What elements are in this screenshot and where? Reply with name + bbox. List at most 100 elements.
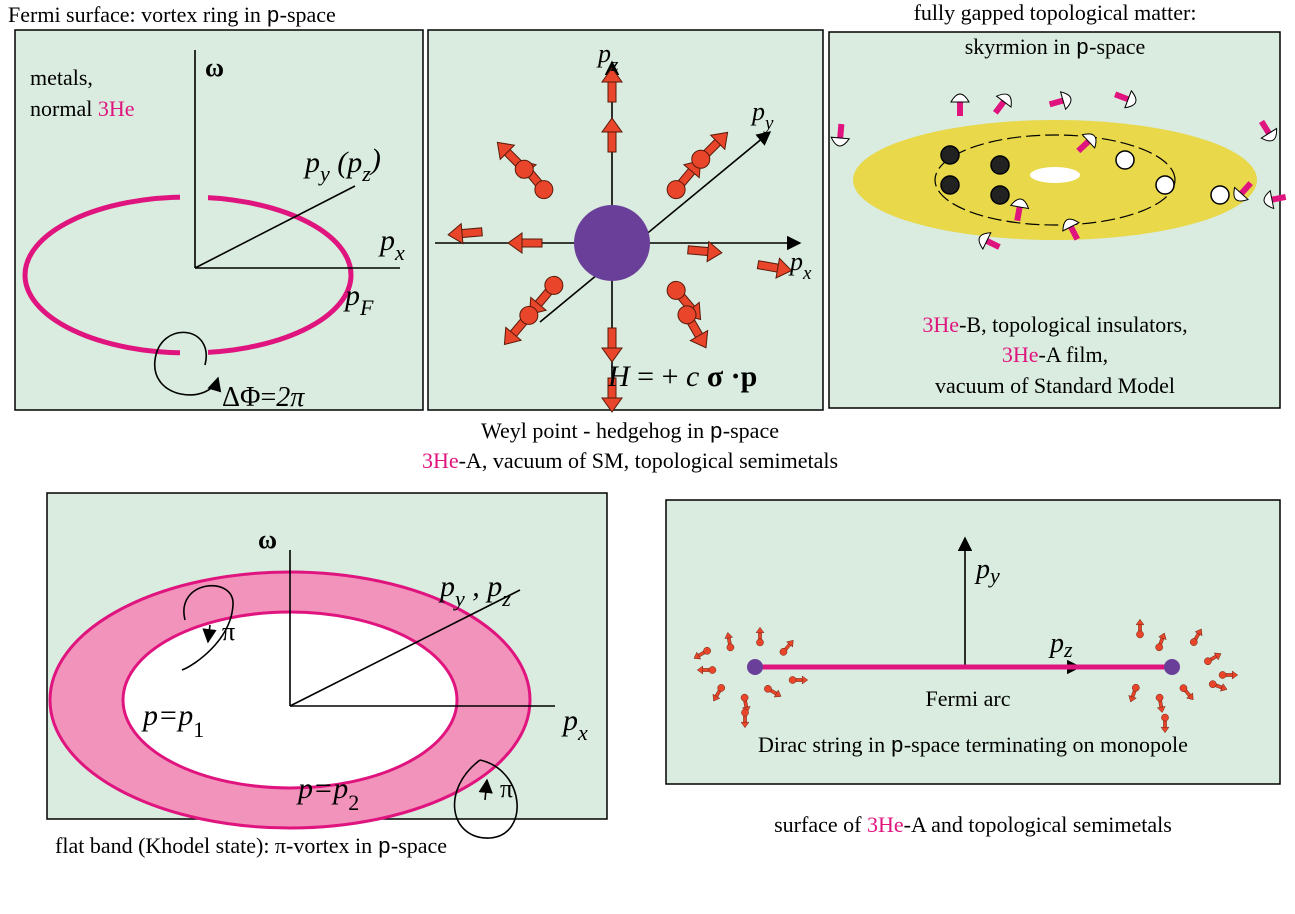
spin — [1155, 632, 1167, 652]
panel-fermi-arc — [665, 499, 1281, 785]
spin-ball — [1204, 657, 1212, 666]
spin — [830, 123, 851, 147]
spin — [1208, 680, 1228, 692]
spin-head — [773, 689, 782, 698]
spin-shaft — [1269, 194, 1287, 203]
spin-head — [689, 329, 709, 349]
spin-head — [1160, 727, 1170, 734]
spin-head — [1059, 91, 1072, 111]
circulation-arrow — [478, 778, 493, 801]
spin-shaft — [1076, 137, 1093, 154]
axis-label: py — [750, 97, 774, 134]
spin — [1218, 670, 1239, 680]
caption: 3He-A, vacuum of SM, topological semimet… — [422, 448, 838, 473]
spin-ball — [666, 280, 686, 300]
spin-shaft — [957, 100, 963, 116]
spin — [1113, 89, 1137, 109]
axis-label: pz — [596, 39, 619, 76]
label: pF — [343, 279, 374, 320]
spin-head — [995, 93, 1012, 108]
spin-head — [706, 240, 723, 263]
monopole — [747, 659, 763, 675]
spin — [447, 222, 483, 245]
label: π — [222, 617, 235, 646]
spin-head — [696, 665, 703, 675]
spin — [788, 675, 809, 685]
spin-shaft — [1258, 119, 1273, 137]
hamiltonian: H = + c σ ·p — [607, 360, 757, 393]
spin-shaft — [519, 238, 543, 248]
spin-head — [1213, 652, 1222, 661]
spin-ball — [940, 145, 960, 165]
spin — [755, 626, 765, 647]
spin-ball — [666, 180, 686, 200]
ring-gap — [180, 345, 208, 365]
spin-ball — [1136, 630, 1144, 639]
weyl-point — [574, 205, 650, 281]
caption: flat band (Khodel state): π-vortex in p-… — [55, 833, 447, 860]
axis — [539, 131, 772, 323]
axis-label: py (pz) — [303, 143, 381, 186]
spin-head — [709, 131, 729, 151]
axis-label: ω — [205, 53, 224, 82]
spin-head — [601, 397, 623, 413]
spin — [496, 141, 534, 179]
spin-ball — [717, 684, 726, 692]
spin-head — [1124, 89, 1137, 109]
spin — [950, 93, 970, 116]
circulation-arrow — [154, 331, 222, 396]
spin-ball — [779, 648, 788, 656]
spin — [528, 275, 564, 316]
spin-head — [1260, 127, 1278, 142]
label: normal 3He — [30, 96, 134, 121]
spin-head — [447, 222, 464, 245]
axis-label: px — [378, 224, 405, 265]
spin-shaft — [837, 123, 845, 141]
spin — [1009, 198, 1030, 222]
spin-head — [1194, 628, 1203, 637]
spin-ball — [1132, 683, 1140, 692]
spin — [691, 131, 729, 169]
spin — [601, 67, 623, 103]
spin-ball — [1210, 185, 1230, 205]
spin-shaft — [607, 79, 617, 103]
axis — [194, 185, 356, 269]
circulation-arrow — [453, 759, 518, 839]
spin-ball — [940, 175, 960, 195]
spin-head — [1009, 198, 1030, 210]
spin-ball — [703, 646, 711, 655]
spin-shaft — [1237, 181, 1253, 198]
axis — [289, 589, 521, 707]
spin-shaft — [983, 237, 1001, 250]
spin-shaft — [992, 98, 1008, 115]
spin-head — [1135, 618, 1145, 625]
axis-label: py — [974, 554, 1000, 588]
spin-head — [950, 93, 970, 103]
spin-shaft — [607, 129, 617, 153]
spin — [1076, 133, 1097, 154]
spin — [687, 240, 723, 263]
spin — [1233, 181, 1253, 202]
spin-ball — [764, 684, 772, 693]
spin-head — [693, 651, 702, 660]
label: Fermi arc — [926, 686, 1011, 711]
label: p=p1 — [141, 699, 204, 742]
spin — [724, 632, 735, 652]
spin — [1189, 628, 1203, 646]
spin — [756, 257, 793, 279]
spin-shaft — [607, 327, 617, 351]
spin-ball — [990, 155, 1010, 175]
spin-head — [601, 117, 623, 133]
spin-head — [601, 67, 623, 83]
ring — [1030, 167, 1080, 183]
label: ΔΦ=2π — [222, 382, 305, 413]
spin-head — [802, 675, 809, 685]
axis-label: py , pz — [438, 570, 511, 611]
spin-shaft — [1113, 91, 1132, 103]
spin — [507, 232, 543, 254]
spin — [1258, 119, 1278, 142]
axis-label: px — [561, 704, 588, 745]
axis-label: ω — [258, 525, 277, 554]
label: vacuum of Standard Model — [935, 373, 1175, 398]
